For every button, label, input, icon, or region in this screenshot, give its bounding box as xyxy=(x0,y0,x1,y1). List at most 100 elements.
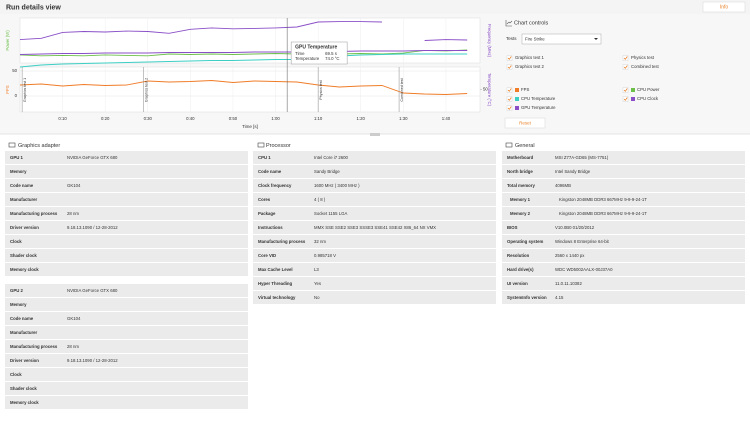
detail-label: Memory clock xyxy=(10,267,39,272)
detail-value: GK104 xyxy=(67,183,81,188)
detail-row xyxy=(5,382,248,395)
tooltip-value: 74.0 °C xyxy=(325,56,339,61)
detail-row xyxy=(5,249,248,262)
checkbox[interactable] xyxy=(506,55,513,61)
detail-value: 2560 x 1440 px xyxy=(555,253,585,258)
detail-label: Memory 2 xyxy=(510,211,531,216)
page-title: Run details view xyxy=(6,4,61,11)
detail-row xyxy=(5,368,248,381)
selected-test[interactable]: Fire Strike xyxy=(525,36,545,41)
checkbox[interactable] xyxy=(506,64,513,70)
detail-row xyxy=(253,291,496,304)
splitter-handle[interactable] xyxy=(370,133,380,136)
x-tick-label: 0:40 xyxy=(186,116,195,121)
x-tick-label: 1:00 xyxy=(271,116,280,121)
detail-row xyxy=(5,165,248,178)
detail-label: Cores xyxy=(258,197,271,202)
detail-label: Manufacturing process xyxy=(258,239,306,244)
x-axis-label: Time [s] xyxy=(242,124,258,129)
legend-label: CPU Clock xyxy=(637,96,659,101)
bottom-plot xyxy=(19,66,481,113)
detail-label: North bridge xyxy=(507,169,533,174)
detail-label: Code name xyxy=(258,169,282,174)
checkbox[interactable] xyxy=(506,105,513,111)
detail-label: Resolution xyxy=(507,253,530,258)
y2-axis-label: Temperature (°C) xyxy=(487,73,492,107)
detail-label: Package xyxy=(258,211,276,216)
detail-label: Clock frequency xyxy=(258,183,292,188)
detail-label: Hyper Threading xyxy=(258,281,293,286)
detail-row xyxy=(502,235,745,248)
detail-label: Clock xyxy=(10,372,22,377)
detail-value: 11.0.11.10382 xyxy=(555,281,582,286)
series-line xyxy=(19,49,468,57)
detail-label: Operating system xyxy=(507,239,543,244)
test-toggle-label: Physics test xyxy=(631,55,655,60)
detail-value: Intel Sandy Bridge xyxy=(555,169,591,174)
y-tick-label: 50 xyxy=(12,68,17,73)
detail-value: Kingston 2048MB DDR3 667MHz 9-9-9-24-1T xyxy=(559,197,647,202)
detail-row xyxy=(502,207,745,220)
detail-value: No xyxy=(314,295,320,300)
tests-label: Tests xyxy=(506,36,517,41)
detail-value: 1600 MHz ( 3400 MHz ) xyxy=(314,183,360,188)
detail-value: 9.18.13.1090 / 12-28-2012 xyxy=(67,225,118,230)
checkbox[interactable] xyxy=(622,96,629,102)
detail-row xyxy=(253,207,496,220)
detail-row xyxy=(5,340,248,353)
detail-row xyxy=(253,179,496,192)
reset-button[interactable] xyxy=(504,117,546,129)
detail-label: Memory xyxy=(10,302,27,307)
info-label[interactable]: Info xyxy=(720,5,729,11)
checkbox[interactable] xyxy=(506,96,513,102)
y2-axis-label: Frequency (MHz) xyxy=(487,24,492,58)
detail-value: 32 nm xyxy=(314,239,326,244)
detail-row xyxy=(253,277,496,290)
test-select[interactable] xyxy=(521,33,602,45)
detail-row xyxy=(5,396,248,409)
detail-row xyxy=(502,151,745,164)
test-marker-label: Graphics test 2 xyxy=(144,78,148,102)
series-line xyxy=(19,50,468,60)
detail-value: GK104 xyxy=(67,316,81,321)
series-line xyxy=(19,80,468,95)
x-tick-label: 1:40 xyxy=(442,116,451,121)
detail-value: NVIDIA GeForce GTX 680 xyxy=(67,155,118,160)
x-tick-label: 0:30 xyxy=(144,116,153,121)
detail-row xyxy=(253,235,496,248)
reset-label[interactable]: Reset xyxy=(519,120,532,125)
y-axis-label: FPS xyxy=(5,85,10,93)
controls-title: Chart controls xyxy=(514,20,548,26)
x-tick-label: 1:10 xyxy=(314,116,323,121)
info-button[interactable] xyxy=(702,1,746,13)
detail-row xyxy=(5,179,248,192)
detail-row xyxy=(502,221,745,234)
detail-row xyxy=(502,291,745,304)
checkbox[interactable] xyxy=(622,64,629,70)
series-line xyxy=(19,53,468,68)
legend-swatch xyxy=(515,88,519,92)
detail-value: 4096MB xyxy=(555,183,571,188)
section-title: General xyxy=(515,143,535,149)
detail-row xyxy=(502,277,745,290)
detail-label: Manufacturing process xyxy=(10,211,58,216)
detail-label: Motherboard xyxy=(507,155,534,160)
check-mark xyxy=(623,65,628,69)
detail-label: Shader clock xyxy=(10,386,37,391)
section-title: Graphics adapter xyxy=(18,143,60,149)
detail-label: UI version xyxy=(507,281,528,286)
detail-row xyxy=(5,193,248,206)
check-mark xyxy=(507,88,512,92)
check-mark xyxy=(507,65,512,69)
test-toggle-label: Combined test xyxy=(631,64,660,69)
legend-label: CPU Temperature xyxy=(521,96,556,101)
checkbox[interactable] xyxy=(506,87,513,93)
checkbox[interactable] xyxy=(622,87,629,93)
test-marker-label: Combined test xyxy=(400,78,404,101)
detail-row xyxy=(5,207,248,220)
checkbox[interactable] xyxy=(622,55,629,61)
detail-row xyxy=(5,354,248,367)
detail-value: Intel Core i7 2600 xyxy=(314,155,349,160)
top-plot xyxy=(19,17,481,64)
test-toggle-label: Graphics test 2 xyxy=(515,64,545,69)
